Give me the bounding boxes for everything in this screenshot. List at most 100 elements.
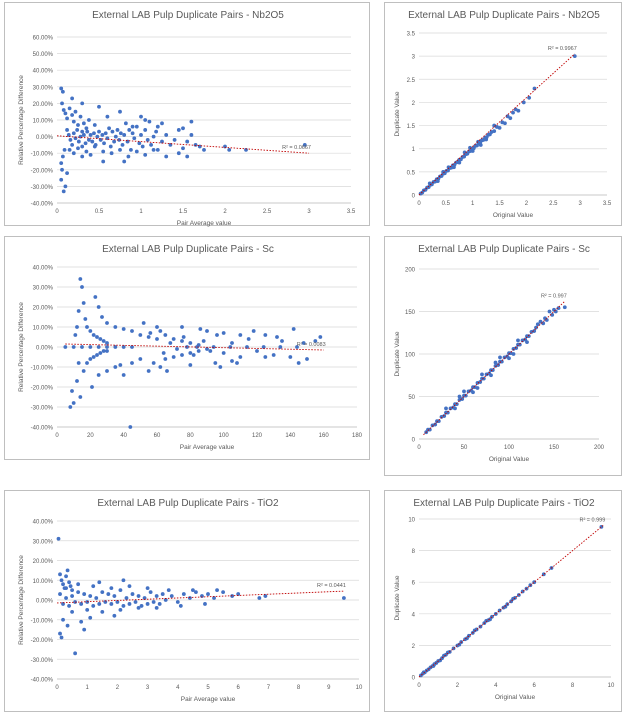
chart5-xtick-label: 2 [456,683,460,689]
chart1-xtick-label: 0.5 [442,201,451,207]
chart2-xtick-label: 120 [252,433,263,439]
chart4-ytick-label: -20.00% [31,638,54,644]
chart4-point [88,615,93,620]
chart1-point [508,116,513,121]
chart0-point [151,134,156,139]
chart1-xtick-label: 2.5 [549,201,558,207]
chart2-point [128,425,133,429]
chart3-point [475,386,480,390]
chart3-point [517,342,522,347]
chart2-point [230,341,234,345]
chart0-ytick-label: 50.00% [33,52,54,58]
chart2-point [261,345,266,349]
chart5-xtick-label: 10 [608,683,615,689]
chart2-point [121,373,126,377]
chart3-point [514,346,519,350]
chart0-point [76,146,80,151]
chart2-xtick-label: 180 [352,433,363,439]
chart3-point [489,373,493,378]
chart2-point [280,339,284,343]
chart-svg-rpd-nb2o5: External LAB Pulp Duplicate Pairs - Nb2O… [18,10,356,227]
chart4-point [203,602,207,606]
chart5-ytick-label: 6 [412,581,416,587]
chart4-point [58,592,62,596]
chart0-point [70,96,75,101]
chart0-ytick-label: 10.00% [33,119,54,125]
chart2-point [221,331,226,335]
chart3-r2-label: R² = 0.997 [541,293,567,299]
chart0-point [140,144,145,149]
chart-panel-dup-nb2o5: External LAB Pulp Duplicate Pairs - Nb2O… [384,2,622,226]
chart2-point [218,365,223,369]
chart0-point [115,128,120,132]
chart3-ytick-label: 0 [412,438,416,444]
chart2-point [91,355,96,359]
chart0-point [66,133,71,137]
chart0-xtick-label: 1 [139,209,143,215]
chart1-ytick-label: 3.5 [407,32,416,38]
chart4-point [181,592,186,596]
chart0-point [101,149,106,154]
chart4-point [79,602,84,606]
chart2-point [98,337,103,341]
chart2-point [175,347,179,351]
chart4-point [215,588,219,593]
chart0-point [80,101,85,106]
chart3-ytick-label: 100 [405,353,416,359]
chart1-ytick-label: 1.5 [407,124,416,130]
chart1-ytick-label: 2 [412,101,416,107]
chart1-ytick-label: 2.5 [407,78,416,84]
chart2-xtick-label: 160 [319,433,330,439]
chart3-point [453,406,457,411]
chart5-ytick-label: 0 [412,676,416,682]
chart0-point [67,147,72,152]
chart4-point [61,617,65,622]
chart1-xtick-label: 0 [417,201,421,207]
chart-svg-rpd-sc: External LAB Pulp Duplicate Pairs - Sc -4… [18,244,363,451]
chart3-point [454,402,459,407]
chart0-point [113,134,118,139]
chart4-point [97,580,102,585]
chart0-xtick-label: 3 [307,209,311,215]
chart4-point [154,594,159,598]
chart2-xtick-label: 60 [154,433,161,439]
chart0-point [202,147,206,152]
chart4-point [139,604,144,608]
chart0-point [105,114,110,119]
chart4-xtick-label: 4 [176,685,180,691]
chart0-point [160,139,164,144]
chart4-point [160,592,165,596]
chart-svg-dup-nb2o5: External LAB Pulp Duplicate Pairs - Nb2O… [394,10,612,219]
chart4-point [82,627,87,632]
chart2-point [296,361,301,365]
chart0-point [149,143,153,147]
chart3-title: External LAB Pulp Duplicate Pairs - Sc [418,244,590,255]
chart4-point [73,651,78,656]
chart0-point [143,128,148,132]
chart2-point [161,351,166,355]
chart4-xtick-label: 10 [356,685,363,691]
chart2-point [301,341,306,345]
chart0-point [181,126,185,131]
chart3-point [556,306,561,310]
chart2-point [146,369,151,373]
chart-panel-rpd-tio2: External LAB Pulp Duplicate Pairs - TiO2… [4,490,370,712]
chart2-xtick-label: 0 [55,433,59,439]
chart0-point [81,133,86,137]
chart5-point [465,636,469,641]
chart0-point [73,109,78,114]
chart2-point [158,365,163,369]
chart0-point [88,133,93,137]
chart4-point [56,536,61,541]
chart4-point [76,590,81,594]
chart2-ytick-label: -40.00% [31,426,54,432]
chart0-point [103,131,108,136]
chart0-point [67,106,72,111]
chart3-point [490,368,495,373]
chart2-point [73,333,78,337]
chart2-point [85,325,89,329]
chart1-point [446,165,451,170]
chart4-point [136,606,141,610]
chart1-ytick-label: 0 [412,194,416,200]
chart4-xtick-label: 5 [206,685,210,691]
